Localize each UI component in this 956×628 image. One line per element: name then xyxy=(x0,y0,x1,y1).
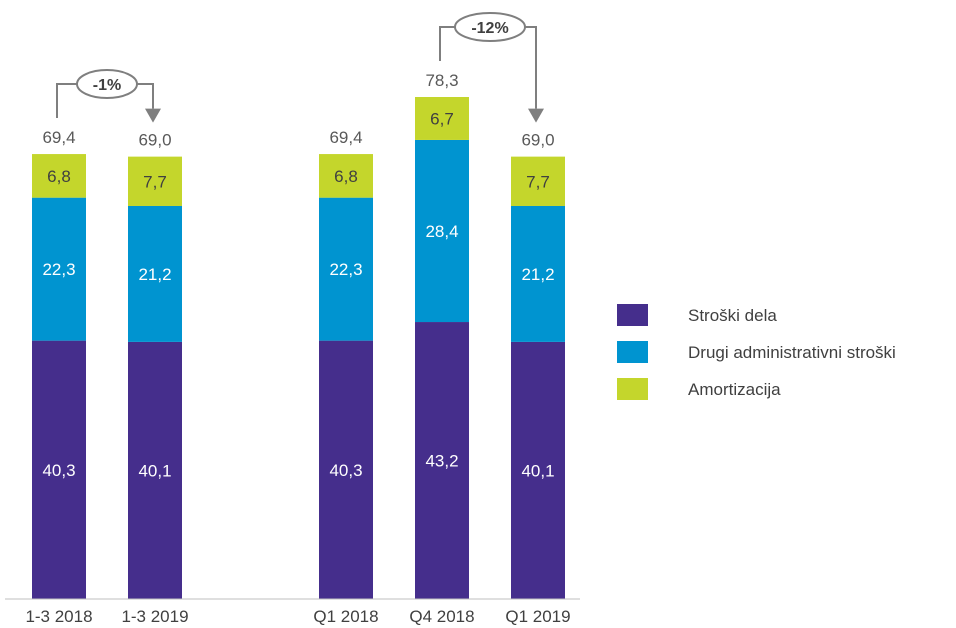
bar-segment-2-0 xyxy=(32,154,86,198)
segment-value-label: 40,1 xyxy=(138,461,171,480)
annotation-bracket-left xyxy=(56,83,77,119)
legend-label: Stroški dela xyxy=(688,306,777,325)
change-oval xyxy=(76,69,138,100)
bar-segment-0-3 xyxy=(415,322,469,599)
total-value-label: 69,0 xyxy=(521,131,554,150)
bar-segment-1-4 xyxy=(511,205,565,342)
segment-value-label: 6,7 xyxy=(430,109,454,128)
labels-group: 40,3 22,3 6,8 69,4 1-3 2018 40,1 21,2 7,7 69,0 1-… xyxy=(25,71,570,626)
segment-value-label: 28,4 xyxy=(425,222,458,241)
legend-label: Amortizacija xyxy=(688,380,781,399)
category-label: Q1 2019 xyxy=(505,607,570,626)
bar-segment-0-2 xyxy=(319,340,373,599)
bar-segment-2-1 xyxy=(128,156,182,206)
legend-label: Drugi administrativni stroški xyxy=(688,343,896,362)
legend-swatch xyxy=(617,304,648,326)
legend-swatch xyxy=(617,341,648,363)
category-label: Q1 2018 xyxy=(313,607,378,626)
segment-value-label: 40,3 xyxy=(42,461,75,480)
bars-group xyxy=(32,97,565,599)
legend: Stroški dela Drugi administrativni strošk… xyxy=(617,304,896,400)
bar-segment-2-3 xyxy=(415,97,469,140)
segment-value-label: 22,3 xyxy=(329,260,362,279)
segment-value-label: 21,2 xyxy=(521,265,554,284)
segment-value-label: 21,2 xyxy=(138,265,171,284)
annotations-group: -1% -12% xyxy=(56,12,544,123)
total-value-label: 78,3 xyxy=(425,71,458,90)
bar-segment-0-1 xyxy=(128,341,182,599)
segment-value-label: 7,7 xyxy=(526,172,550,191)
bar-segment-0-0 xyxy=(32,340,86,599)
segment-value-label: 6,8 xyxy=(47,167,71,186)
annotation-bracket-left xyxy=(439,26,455,61)
segment-value-label: 7,7 xyxy=(143,172,167,191)
bar-segment-1-0 xyxy=(32,197,86,341)
segment-value-label: 40,3 xyxy=(329,461,362,480)
bar-segment-2-2 xyxy=(319,154,373,198)
total-value-label: 69,0 xyxy=(138,131,171,150)
total-value-label: 69,4 xyxy=(42,128,75,147)
category-label: 1-3 2018 xyxy=(25,607,92,626)
category-label: Q4 2018 xyxy=(409,607,474,626)
bar-segment-0-4 xyxy=(511,341,565,599)
change-label: -12% xyxy=(471,20,508,37)
change-oval xyxy=(454,12,526,42)
segment-value-label: 43,2 xyxy=(425,452,458,471)
bar-segment-1-3 xyxy=(415,139,469,323)
annotation-bracket-right xyxy=(137,83,154,109)
annotation-bracket-right xyxy=(525,26,537,109)
change-label: -1% xyxy=(93,77,121,94)
bar-segment-1-1 xyxy=(128,205,182,342)
segment-value-label: 40,1 xyxy=(521,461,554,480)
segment-value-label: 22,3 xyxy=(42,260,75,279)
arrow-down-icon xyxy=(528,108,544,123)
legend-swatch xyxy=(617,378,648,400)
total-value-label: 69,4 xyxy=(329,128,362,147)
arrow-down-icon xyxy=(145,108,161,123)
change-annotation: -12% xyxy=(439,12,544,123)
bar-segment-2-4 xyxy=(511,156,565,206)
segment-value-label: 6,8 xyxy=(334,167,358,186)
bar-segment-1-2 xyxy=(319,197,373,341)
change-annotation: -1% xyxy=(56,69,161,123)
category-label: 1-3 2019 xyxy=(121,607,188,626)
